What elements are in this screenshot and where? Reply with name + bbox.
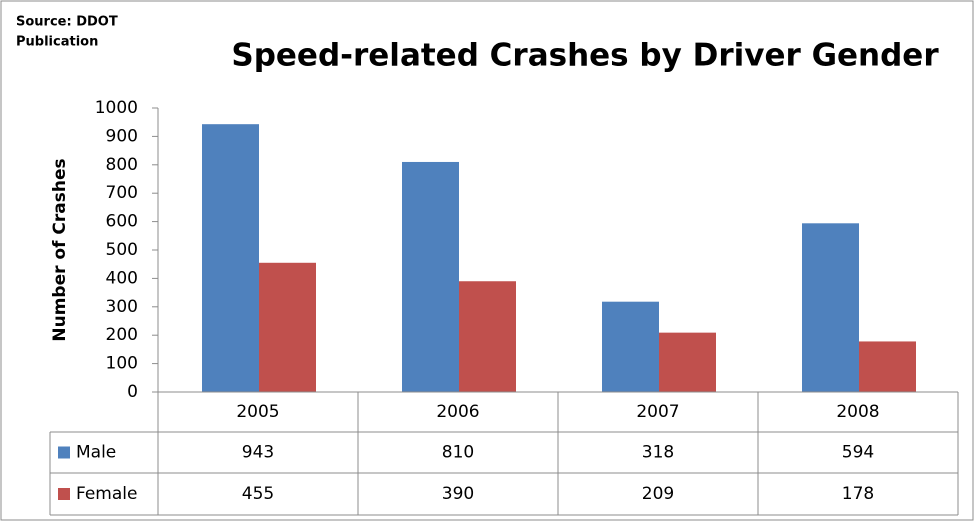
legend-label: Female [76, 484, 137, 504]
chart-title: Speed-related Crashes by Driver Gender [231, 38, 939, 74]
y-tick-label: 100 [106, 354, 138, 374]
y-tick-label: 200 [106, 325, 138, 345]
bar [659, 332, 716, 392]
y-tick-label: 400 [106, 268, 138, 288]
x-tick-label: 2006 [436, 402, 479, 422]
table-value: 943 [242, 443, 274, 463]
x-tick-label: 2008 [836, 402, 879, 422]
y-tick-label: 800 [106, 155, 138, 175]
legend-swatch [58, 488, 70, 500]
y-tick-label: 600 [106, 212, 138, 232]
legend-label: Male [76, 443, 116, 463]
y-tick-label: 700 [106, 183, 138, 203]
y-tick-label: 300 [106, 297, 138, 317]
y-axis-label: Number of Crashes [50, 158, 70, 341]
table-value: 209 [642, 484, 674, 504]
bar [459, 281, 516, 392]
y-tick-label: 0 [127, 382, 138, 402]
table-value: 318 [642, 443, 674, 463]
legend-swatch [58, 446, 70, 459]
source-line: Publication [16, 35, 98, 50]
bar [259, 262, 316, 392]
bar [859, 341, 916, 392]
source-line: Source: DDOT [16, 15, 118, 30]
table-value: 390 [442, 484, 474, 504]
table-value: 810 [442, 443, 474, 463]
y-tick-label: 1000 [95, 98, 138, 118]
y-tick-label: 500 [106, 240, 138, 260]
bar [802, 223, 859, 392]
bar [402, 161, 459, 392]
x-tick-label: 2005 [236, 402, 279, 422]
x-tick-label: 2007 [636, 402, 679, 422]
table-value: 178 [842, 484, 874, 504]
y-tick-label: 900 [106, 126, 138, 146]
bar [202, 124, 259, 393]
bar [602, 301, 659, 392]
table-value: 455 [242, 484, 274, 504]
table-value: 594 [842, 443, 874, 463]
